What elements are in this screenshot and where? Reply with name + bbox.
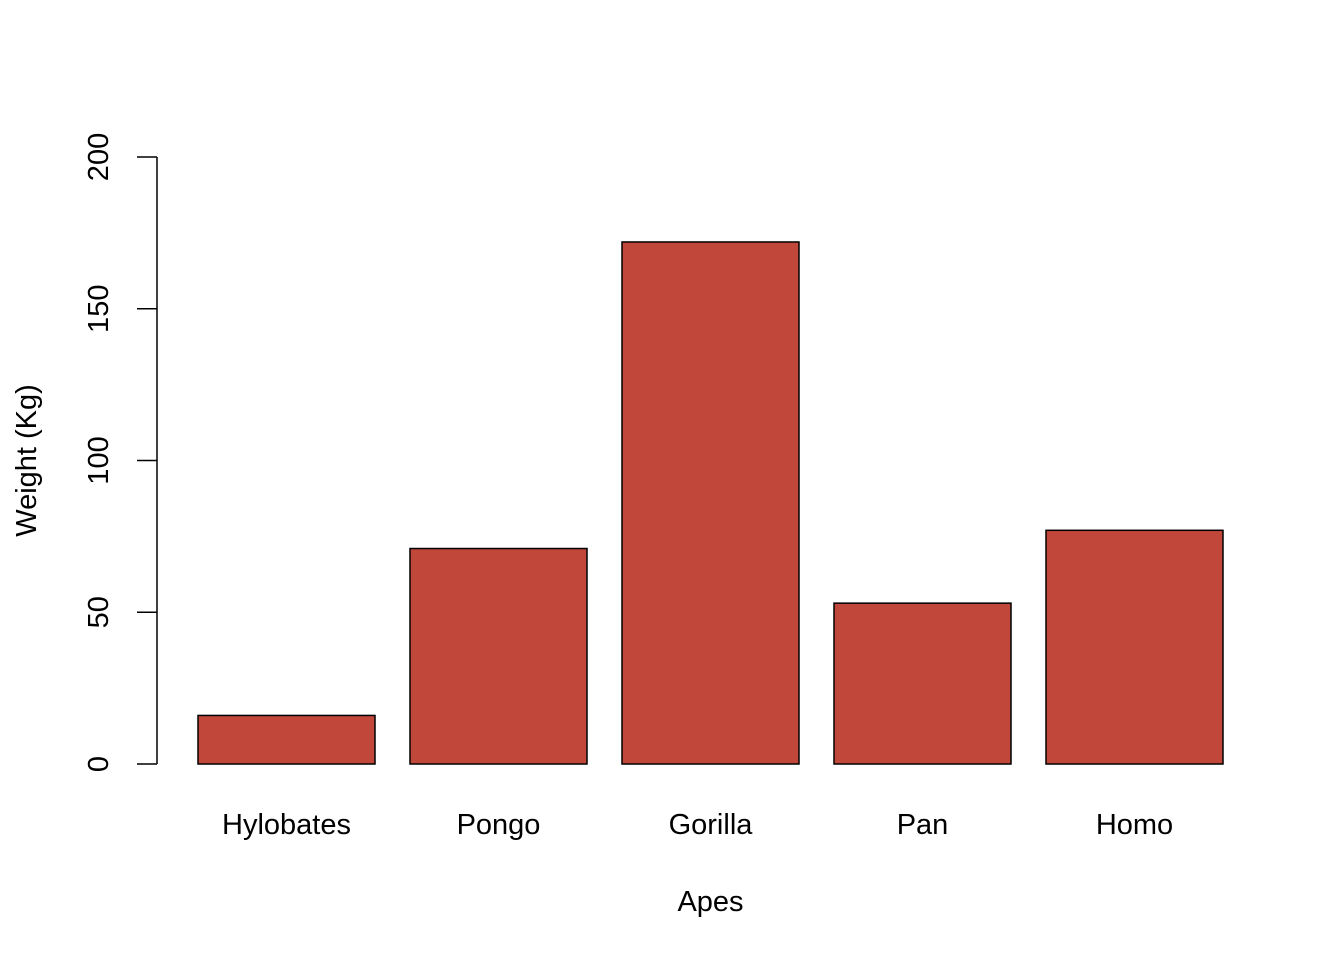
bar-hylobates (197, 714, 376, 765)
y-tick-label: 100 (83, 436, 115, 484)
x-tick-label: Gorilla (669, 809, 754, 841)
y-axis-title: Weight (Kg) (11, 384, 43, 537)
x-tick-label: Pongo (457, 809, 541, 841)
x-tick-label: Homo (1096, 809, 1173, 841)
y-tick-label: 200 (83, 133, 115, 181)
x-tick-label: Pan (897, 809, 949, 841)
bar-pan (833, 602, 1012, 765)
bar-pongo (409, 547, 588, 765)
bar-homo (1045, 529, 1224, 765)
x-tick-label: Hylobates (222, 809, 351, 841)
y-tick-label: 0 (83, 756, 115, 772)
bar-gorilla (621, 241, 800, 765)
y-tick-label: 50 (83, 596, 115, 628)
x-axis-labels: Hylobates Pongo Gorilla Pan Homo (222, 809, 1173, 841)
x-axis-title: Apes (677, 886, 743, 918)
bars (197, 241, 1224, 765)
y-axis: 0 50 100 150 200 (83, 133, 158, 772)
y-tick-label: 150 (83, 285, 115, 333)
